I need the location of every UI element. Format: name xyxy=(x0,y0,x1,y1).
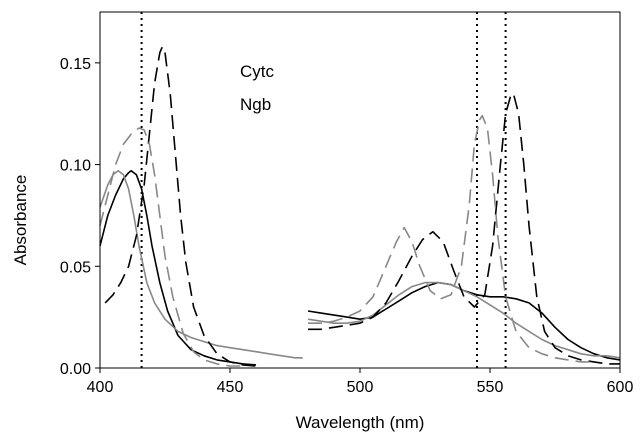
y-tick-label: 0.05 xyxy=(60,259,91,276)
series-line-6 xyxy=(99,127,243,367)
y-tick-label: 0.15 xyxy=(60,56,91,73)
x-tick-label: 550 xyxy=(477,379,504,396)
series-line-4 xyxy=(104,45,257,367)
series-line-2 xyxy=(99,169,303,359)
series-line-0 xyxy=(99,169,257,366)
x-tick-label: 600 xyxy=(607,379,634,396)
x-tick-label: 500 xyxy=(347,379,374,396)
y-axis: 0.00 0.05 0.10 0.15 xyxy=(60,56,100,378)
x-tick-label: 400 xyxy=(87,379,114,396)
series-line-7 xyxy=(308,114,594,363)
series-line-5 xyxy=(308,92,620,365)
series-layer xyxy=(99,45,621,367)
legend-entry-cytc: Cytc xyxy=(240,62,275,81)
y-axis-title: Absorbance xyxy=(11,175,30,266)
y-tick-label: 0.10 xyxy=(60,158,91,175)
x-axis: 400 450 500 550 600 xyxy=(87,368,634,396)
x-tick-label: 450 xyxy=(217,379,244,396)
legend-entry-ngb: Ngb xyxy=(240,95,271,114)
y-tick-label: 0.00 xyxy=(60,361,91,378)
x-axis-title: Wavelength (nm) xyxy=(296,413,425,432)
series-line-3 xyxy=(307,281,621,359)
